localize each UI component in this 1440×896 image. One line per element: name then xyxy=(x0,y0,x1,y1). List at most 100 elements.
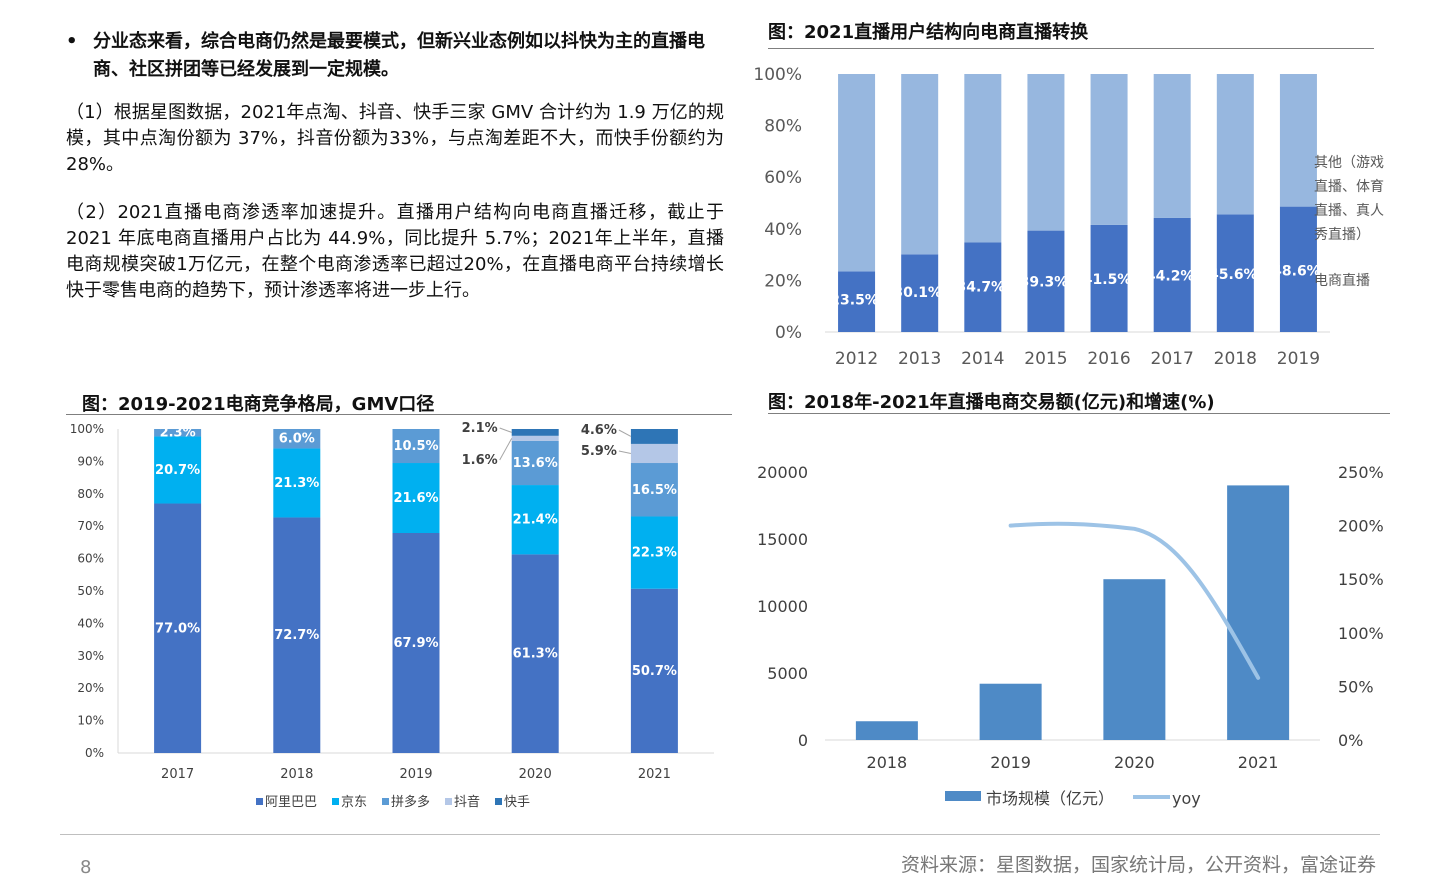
source-note: 资料来源：星图数据，国家统计局，公开资料，富途证券 xyxy=(900,854,1376,876)
chart2-y-tick: 90% xyxy=(77,454,104,468)
chart2-x-tick: 2019 xyxy=(399,767,432,782)
chart2-bar-label: 20.7% xyxy=(155,463,200,478)
chart3-y-right-tick: 50% xyxy=(1338,677,1374,696)
chart2-y-tick: 100% xyxy=(70,422,104,436)
chart2-bar-0 xyxy=(392,533,440,753)
chart1-title: 图：2021直播用户结构向电商直播转换 xyxy=(768,22,1089,43)
chart1-bar-other xyxy=(1153,74,1191,218)
chart2-bar-label: 2.3% xyxy=(160,426,196,441)
chart2-legend-label-2: 拼多多 xyxy=(391,794,430,810)
chart2-x-tick: 2018 xyxy=(280,767,313,782)
chart2-bar-label: 21.4% xyxy=(513,513,558,528)
chart2-bar-0 xyxy=(630,588,678,753)
chart2-bar-label: 67.9% xyxy=(393,636,438,651)
chart2-bar-label: 10.5% xyxy=(393,439,438,454)
chart1-bar-ecommerce xyxy=(1216,214,1254,332)
chart3-title-rule xyxy=(768,413,1390,414)
chart3-title: 图：2018年-2021年直播电商交易额(亿元)和增速(%) xyxy=(768,392,1215,413)
chart2-y-tick: 40% xyxy=(77,616,104,630)
chart2-legend-swatch-4 xyxy=(495,798,502,805)
chart2-callout-line xyxy=(618,429,632,437)
chart2-bar-1 xyxy=(154,436,202,504)
chart1-x-tick: 2014 xyxy=(961,349,1004,369)
chart3-y-right-tick: 150% xyxy=(1338,570,1384,589)
chart2-bar-label: 22.3% xyxy=(632,546,677,561)
chart1-bar-ecommerce xyxy=(1153,217,1191,332)
chart2-bar-0 xyxy=(511,554,559,753)
chart2-bar-label: 72.7% xyxy=(274,628,319,643)
chart1-bar-ecommerce xyxy=(838,271,876,332)
chart1-bar-ecommerce xyxy=(1090,224,1128,332)
chart2-bar-label: 21.3% xyxy=(274,476,319,491)
chart1-y-tick: 80% xyxy=(764,117,802,137)
chart2-bar-4 xyxy=(630,429,678,444)
chart2-legend-label-4: 快手 xyxy=(504,795,530,810)
chart1-y-tick: 100% xyxy=(753,65,802,85)
chart1-bar-other xyxy=(1090,74,1128,225)
chart3-bar xyxy=(1103,579,1166,740)
chart1-y-tick: 60% xyxy=(764,168,802,188)
chart1-bar-other xyxy=(1279,74,1317,207)
chart3-legend-label-line: yoy xyxy=(1172,789,1201,808)
chart2-y-tick: 10% xyxy=(77,714,104,728)
chart1-bar-label: 34.7% xyxy=(957,280,1006,296)
chart2-legend-swatch-0 xyxy=(256,798,263,805)
chart1-y-tick: 20% xyxy=(764,271,802,291)
chart3-x-tick: 2018 xyxy=(867,753,908,772)
chart2-legend-swatch-2 xyxy=(382,798,389,805)
chart1-x-tick: 2016 xyxy=(1087,349,1130,369)
chart2-bar-2 xyxy=(630,463,678,517)
chart2-bar-label: 21.6% xyxy=(393,491,438,506)
chart2-bar-2 xyxy=(511,440,559,486)
chart1-bar-ecommerce xyxy=(901,254,939,332)
chart2-callout-label: 4.6% xyxy=(581,423,617,438)
chart1-x-tick: 2015 xyxy=(1024,349,1067,369)
chart3-yoy-line xyxy=(1008,521,1261,680)
chart1-bar-label: 39.3% xyxy=(1020,274,1069,290)
bullet-paragraph: • 分业态来看，综合电商仍然是最要模式，但新兴业态例如以抖快为主的直播电商、社区… xyxy=(66,28,736,84)
chart2-bar-label: 77.0% xyxy=(155,621,200,636)
chart1-legend-other: 其他（游戏 xyxy=(1314,155,1384,171)
chart3-x-tick: 2019 xyxy=(990,753,1031,772)
chart1-bar-other xyxy=(964,74,1002,243)
chart3-x-tick: 2021 xyxy=(1238,753,1279,772)
chart1-legend-other: 秀直播） xyxy=(1314,226,1370,243)
chart2-legend-label-3: 抖音 xyxy=(454,794,480,810)
chart1-bar-label: 30.1% xyxy=(893,285,942,301)
chart2-legend-label-0: 阿里巴巴 xyxy=(265,795,317,810)
chart2-legend-swatch-3 xyxy=(445,798,452,805)
chart3-y-left-tick: 20000 xyxy=(757,463,808,482)
chart2-callout-label: 5.9% xyxy=(581,444,617,459)
chart1-bar-other xyxy=(901,74,939,255)
chart1-legend-other: 直播、体育 xyxy=(1314,178,1384,195)
chart2-callout-line xyxy=(499,438,513,461)
chart3-x-tick: 2020 xyxy=(1114,753,1155,772)
chart1-y-tick: 40% xyxy=(764,220,802,240)
page-number: 8 xyxy=(80,857,92,878)
chart1-bar-label: 23.5% xyxy=(830,293,879,309)
chart2-x-tick: 2020 xyxy=(519,767,552,782)
chart1-legend-ecommerce: 电商直播 xyxy=(1314,272,1370,289)
chart2-callout-label: 1.6% xyxy=(462,453,498,468)
chart1-bar-other xyxy=(838,74,876,272)
chart1-bar-ecommerce xyxy=(1279,206,1317,332)
chart2-callout-line xyxy=(499,427,512,433)
chart2-bar-label: 6.0% xyxy=(279,432,315,447)
chart2-bar-1 xyxy=(392,463,440,534)
chart2-bar-1 xyxy=(630,516,678,589)
chart2-title-rule xyxy=(66,414,732,415)
bullet-text: 分业态来看，综合电商仍然是最要模式，但新兴业态例如以抖快为主的直播电商、社区拼团… xyxy=(93,31,705,80)
bullet-mark: • xyxy=(66,31,78,52)
chart2-y-tick: 60% xyxy=(77,552,104,566)
chart1-bar-label: 44.2% xyxy=(1146,269,1195,285)
chart2-bar-4 xyxy=(511,429,559,436)
chart3-bar xyxy=(1227,485,1290,740)
chart2-y-tick: 0% xyxy=(85,746,104,760)
chart-ecommerce-competition: 0% 10% 20% 30% 40% 50% 60% 70% 80% 90% 100% 77.0% 20… xyxy=(70,421,714,810)
chart2-bar-2 xyxy=(154,429,202,437)
chart2-bar-3 xyxy=(511,435,559,441)
chart1-bar-other xyxy=(1027,74,1065,231)
paragraph-2: （2）2021直播电商渗透率加速提升。直播用户结构向电商直播迁移，截止于 202… xyxy=(66,202,724,301)
chart3-y-right-tick: 250% xyxy=(1338,463,1384,482)
chart2-x-tick: 2021 xyxy=(638,767,671,782)
